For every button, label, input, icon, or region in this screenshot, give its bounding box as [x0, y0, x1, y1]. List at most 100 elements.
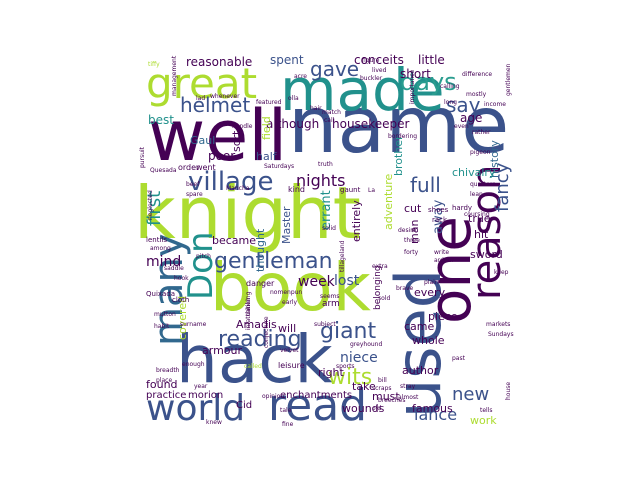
- cloud-word-knight: knight: [134, 171, 361, 255]
- cloud-word-famous: famous: [412, 402, 453, 415]
- cloud-word-long: long: [444, 99, 457, 106]
- cloud-word-thinking: thinking: [245, 291, 252, 316]
- cloud-word-tiffy: tiffy: [148, 61, 160, 68]
- cloud-word-sort: sort: [230, 130, 243, 152]
- cloud-word-reason: reason: [464, 165, 510, 300]
- cloud-word-many: many: [146, 234, 192, 347]
- cloud-word-saddle: saddle: [164, 265, 184, 272]
- cloud-word-adventure: adventure: [382, 173, 395, 230]
- cloud-word-mind: mind: [146, 254, 181, 270]
- cloud-word-gaunt: gaunt: [340, 186, 361, 194]
- cloud-word-came: came: [404, 320, 435, 333]
- cloud-word-danger: danger: [246, 279, 275, 288]
- cloud-word-lost: lost: [334, 273, 360, 289]
- cloud-word-reasonable: reasonable: [186, 55, 252, 69]
- cloud-word-niece: niece: [340, 350, 378, 366]
- cloud-word-even: even: [454, 123, 469, 130]
- cloud-word-well: well: [148, 95, 287, 177]
- cloud-word-nomenpun: nomenpun: [270, 289, 302, 296]
- cloud-word-bill: bill: [378, 377, 387, 384]
- cloud-word-author: author: [402, 364, 439, 377]
- cloud-word-man: man: [408, 220, 421, 244]
- cloud-word-pitch: pitch: [196, 253, 211, 260]
- cloud-word-rack: rack: [432, 216, 448, 224]
- cloud-word-habit: habit: [154, 323, 170, 330]
- cloud-word-belonging: belonging: [373, 265, 383, 310]
- cloud-word-housekeeper: housekeeper: [332, 117, 409, 131]
- cloud-word-surname: surname: [180, 321, 207, 328]
- cloud-word-seems: seems: [320, 293, 339, 300]
- cloud-word-right: right: [318, 366, 345, 379]
- cloud-word-cut: cut: [404, 202, 422, 215]
- cloud-word-shoes: shoes: [428, 206, 449, 214]
- cloud-word-extra: extra: [372, 263, 388, 270]
- cloud-word-must: must: [372, 390, 400, 403]
- cloud-word-scraps: scraps: [372, 385, 392, 392]
- cloud-word-year: year: [194, 383, 208, 390]
- cloud-word-kind: kind: [288, 185, 305, 194]
- cloud-word-tillageland: tillageland: [339, 240, 346, 272]
- cloud-word-among: among: [150, 245, 171, 252]
- cloud-word-new: new: [452, 384, 489, 405]
- cloud-word-difference: difference: [462, 71, 492, 78]
- cloud-word-solid: solid: [322, 225, 336, 232]
- cloud-word-order: order: [178, 163, 200, 172]
- cloud-word-buckler: buckler: [360, 75, 383, 82]
- cloud-word-velvet: velvet: [280, 347, 299, 354]
- cloud-word-sports: sports: [336, 363, 355, 370]
- cloud-word-calling: calling: [440, 83, 460, 90]
- cloud-word-gave: gave: [310, 57, 359, 81]
- cloud-word-subject: subject: [314, 321, 336, 328]
- cloud-word-house: house: [505, 382, 512, 400]
- cloud-word-fine: fine: [282, 421, 294, 428]
- cloud-word-coursing: coursing: [464, 211, 490, 218]
- cloud-word-chivalry: chivalry: [452, 166, 496, 179]
- cloud-word-rather: rather: [472, 129, 491, 136]
- cloud-word-quesada: Quesada: [150, 167, 177, 174]
- cloud-word-quixada: Quixada: [146, 290, 175, 298]
- cloud-word-olla: olla: [288, 95, 299, 102]
- cloud-word-greyhound: greyhound: [350, 341, 382, 348]
- cloud-word-forty: forty: [404, 249, 419, 256]
- cloud-word-nights: nights: [296, 171, 346, 190]
- cloud-word-plain: plain: [424, 279, 439, 286]
- cloud-word-la: La: [368, 187, 375, 194]
- cloud-word-keep: keep: [494, 269, 509, 276]
- cloud-word-hit: hit: [474, 228, 489, 241]
- cloud-word-leisure: leisure: [278, 361, 305, 370]
- cloud-word-week: week: [298, 274, 336, 290]
- cloud-word-gaul: Gaul: [190, 134, 215, 147]
- cloud-word-figure: figure: [362, 57, 380, 64]
- cloud-word-hook: hook: [174, 275, 189, 282]
- cloud-word-fancy: fancy: [492, 162, 513, 212]
- cloud-word-helmet: helmet: [180, 93, 250, 117]
- cloud-word-one: one: [416, 216, 484, 324]
- cloud-word-pigeon: pigeon: [470, 149, 491, 156]
- cloud-word-sword: sword: [470, 248, 503, 261]
- cloud-word-went: went: [196, 163, 216, 172]
- cloud-word-half: half: [256, 150, 278, 163]
- cloud-word-markets: markets: [486, 321, 510, 328]
- cloud-word-entirely: entirely: [350, 200, 363, 242]
- cloud-word-income: income: [484, 101, 506, 108]
- cloud-word-handle: handle: [232, 123, 253, 130]
- cloud-word-lentils: lentils: [146, 236, 167, 244]
- cloud-word-lean: lean: [470, 191, 483, 198]
- cloud-word-cloth: cloth: [172, 296, 189, 304]
- cloud-word-lived: lived: [372, 67, 387, 74]
- cloud-word-hair: hair: [310, 105, 322, 112]
- cloud-word-featured: featured: [256, 99, 282, 106]
- cloud-word-used: used: [382, 269, 455, 418]
- cloud-word-made: made: [280, 56, 445, 124]
- cloud-word-armour: armour: [202, 344, 242, 357]
- cloud-word-lance: lance: [414, 405, 457, 424]
- cloud-word-wits: wits: [328, 365, 372, 390]
- cloud-word-piece: piece: [428, 310, 458, 323]
- cloud-word-world: world: [146, 388, 245, 429]
- cloud-word-full: full: [410, 173, 441, 197]
- cloud-word-spent: spent: [270, 53, 304, 67]
- cloud-word-neglected: neglected: [147, 190, 154, 220]
- cloud-word-management: management: [171, 55, 178, 96]
- cloud-word-poor: poor: [208, 149, 235, 163]
